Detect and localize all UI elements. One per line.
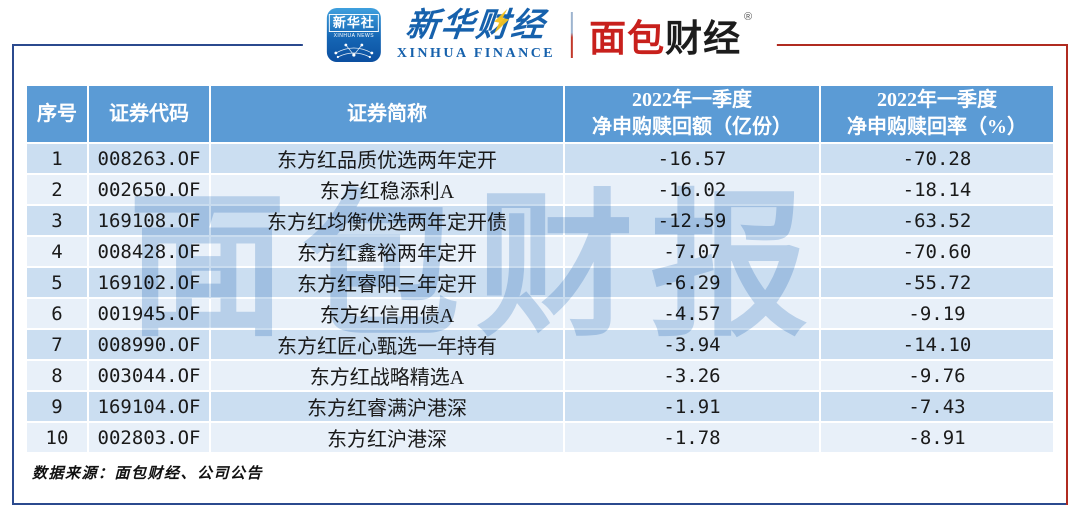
table-row: 8 003044.OF 东方红战略精选A -3.26 -9.76 (27, 361, 1053, 390)
cell-net-amount: -12.59 (565, 206, 819, 235)
mianbao-finance-logo: 面包财经 ® (589, 10, 754, 59)
xinhua-finance-logo: 新华财经 XINHUA FINANCE (397, 10, 555, 61)
xinhua-news-app-icon: 新华社 XINHUA NEWS (326, 8, 381, 62)
cell-net-amount: -3.94 (565, 330, 819, 359)
table-row: 6 001945.OF 东方红信用债A -4.57 -9.19 (27, 299, 1053, 328)
cell-code: 169108.OF (89, 206, 209, 235)
cell-code: 008428.OF (89, 237, 209, 266)
table-row: 5 169102.OF 东方红睿阳三年定开 -6.29 -55.72 (27, 268, 1053, 297)
col-header-name: 证券简称 (211, 86, 563, 142)
frame-border-bottom (12, 503, 1068, 505)
cell-name: 东方红睿满沪港深 (211, 392, 563, 421)
cell-name: 东方红睿阳三年定开 (211, 268, 563, 297)
cell-name: 东方红鑫裕两年定开 (211, 237, 563, 266)
table-row: 10 002803.OF 东方红沪港深 -1.78 -8.91 (27, 423, 1053, 452)
cell-index: 2 (27, 175, 87, 204)
cell-index: 4 (27, 237, 87, 266)
col-header-index-label: 序号 (37, 102, 77, 125)
cell-code: 008990.OF (89, 330, 209, 359)
col-header-net-amount-line1: 2022年一季度 (632, 89, 752, 111)
cell-index: 1 (27, 144, 87, 173)
col-header-net-amount-line2: 净申购赎回额（亿份） (592, 116, 792, 138)
frame-border-right (1066, 44, 1068, 505)
xinhua-news-icon-title: 新华社 (328, 14, 379, 32)
table-body: 1 008263.OF 东方红品质优选两年定开 -16.57 -70.28 2 002650… (27, 144, 1053, 452)
col-header-net-amount: 2022年一季度 净申购赎回额（亿份） (565, 86, 819, 142)
col-header-code: 证券代码 (89, 86, 209, 142)
table-row: 2 002650.OF 东方红稳添利A -16.02 -18.14 (27, 175, 1053, 204)
xinhua-finance-caption: XINHUA FINANCE (396, 45, 556, 61)
table-row: 7 008990.OF 东方红匠心甄选一年持有 -3.94 -14.10 (27, 330, 1053, 359)
cell-name: 东方红沪港深 (211, 423, 563, 452)
cell-net-amount: -16.57 (565, 144, 819, 173)
cell-code: 002650.OF (89, 175, 209, 204)
cell-net-amount: -16.02 (565, 175, 819, 204)
col-header-code-label: 证券代码 (109, 102, 189, 125)
cell-index: 9 (27, 392, 87, 421)
cell-net-amount: -6.29 (565, 268, 819, 297)
data-source-note: 数据来源：面包财经、公司公告 (32, 466, 264, 482)
table-row: 9 169104.OF 东方红睿满沪港深 -1.91 -7.43 (27, 392, 1053, 421)
cell-net-amount: -1.78 (565, 423, 819, 452)
table-header-row: 序号 证券代码 证券简称 2022年一季度 净申购赎回额（亿份） 2022年一季… (27, 86, 1053, 142)
cell-name: 东方红品质优选两年定开 (211, 144, 563, 173)
col-header-net-rate-line1: 2022年一季度 (877, 89, 997, 111)
cell-net-rate: -55.72 (821, 268, 1053, 297)
col-header-net-rate-line2: 净申购赎回率（%） (847, 116, 1027, 138)
cell-name: 东方红均衡优选两年定开债 (211, 206, 563, 235)
mianbao-logo-dark-part: 财经 (665, 17, 742, 59)
cell-net-rate: -70.60 (821, 237, 1053, 266)
cell-name: 东方红稳添利A (211, 175, 563, 204)
cell-index: 7 (27, 330, 87, 359)
cell-code: 169104.OF (89, 392, 209, 421)
cell-net-amount: -4.57 (565, 299, 819, 328)
cell-net-rate: -9.19 (821, 299, 1053, 328)
registered-trademark-icon: ® (744, 10, 754, 23)
cell-net-amount: -7.07 (565, 237, 819, 266)
col-header-name-label: 证券简称 (347, 102, 427, 125)
cell-code: 008263.OF (89, 144, 209, 173)
network-globe-icon (334, 43, 374, 59)
cell-index: 10 (27, 423, 87, 452)
table-row: 3 169108.OF 东方红均衡优选两年定开债 -12.59 -63.52 (27, 206, 1053, 235)
cell-code: 001945.OF (89, 299, 209, 328)
col-header-net-rate: 2022年一季度 净申购赎回率（%） (821, 86, 1053, 142)
mianbao-logo-red-part: 面包 (589, 17, 666, 59)
cell-name: 东方红信用债A (211, 299, 563, 328)
cell-net-rate: -70.28 (821, 144, 1053, 173)
cell-index: 5 (27, 268, 87, 297)
xinhua-finance-wordmark-text: 新华财经 (404, 7, 548, 44)
cell-name: 东方红战略精选A (211, 361, 563, 390)
table-row: 1 008263.OF 东方红品质优选两年定开 -16.57 -70.28 (27, 144, 1053, 173)
cell-code: 003044.OF (89, 361, 209, 390)
logo-bar: 新华社 XINHUA NEWS 新华财经 XINHUA FINANCE 面包财经… (302, 2, 778, 68)
cell-index: 6 (27, 299, 87, 328)
cell-net-amount: -3.26 (565, 361, 819, 390)
cell-net-rate: -18.14 (821, 175, 1053, 204)
xinhua-news-icon-caption: XINHUA NEWS (333, 33, 375, 39)
frame-border-left (12, 44, 14, 505)
cell-net-rate: -9.76 (821, 361, 1053, 390)
cell-name: 东方红匠心甄选一年持有 (211, 330, 563, 359)
cell-net-rate: -7.43 (821, 392, 1053, 421)
table-row: 4 008428.OF 东方红鑫裕两年定开 -7.07 -70.60 (27, 237, 1053, 266)
logo-divider (571, 12, 574, 58)
fund-redemption-table: 序号 证券代码 证券简称 2022年一季度 净申购赎回额（亿份） 2022年一季… (25, 84, 1055, 454)
cell-net-amount: -1.91 (565, 392, 819, 421)
cell-net-rate: -14.10 (821, 330, 1053, 359)
cell-code: 169102.OF (89, 268, 209, 297)
cell-net-rate: -8.91 (821, 423, 1053, 452)
cell-net-rate: -63.52 (821, 206, 1053, 235)
col-header-index: 序号 (27, 86, 87, 142)
xinhua-finance-wordmark: 新华财经 (404, 7, 548, 44)
cell-index: 8 (27, 361, 87, 390)
cell-code: 002803.OF (89, 423, 209, 452)
cell-index: 3 (27, 206, 87, 235)
